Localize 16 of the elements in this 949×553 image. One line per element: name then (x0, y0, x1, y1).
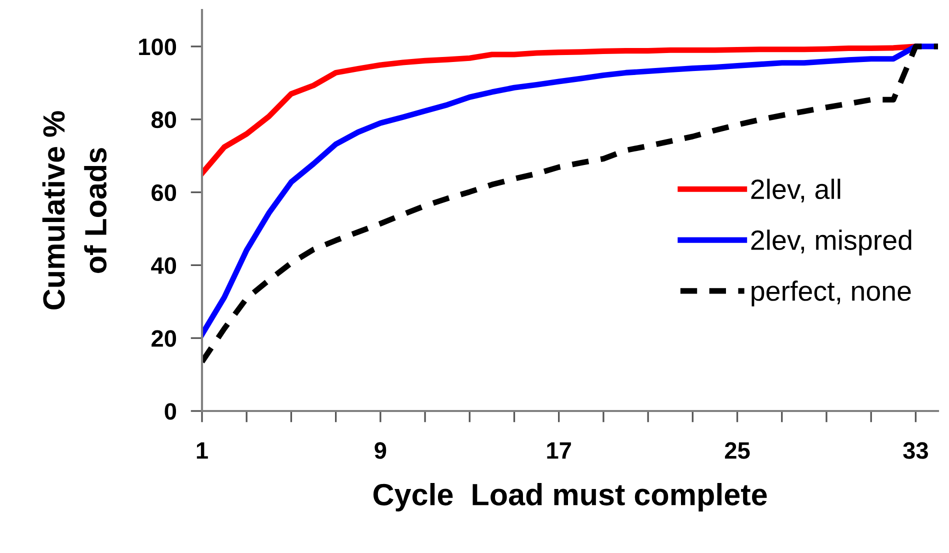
legend-label: 2lev, all (751, 178, 840, 202)
y-tick-label: 60 (152, 184, 176, 202)
y-axis-title: Cumulative % of Loads (42, 111, 107, 310)
x-axis-title: Cycle Load must complete (373, 483, 767, 512)
legend-label: perfect, none (752, 280, 911, 306)
y-tick-label: 100 (139, 38, 176, 56)
x-tick-label: 17 (547, 442, 571, 459)
y-tick-label: 0 (164, 403, 176, 420)
x-tick-label: 25 (724, 442, 750, 459)
y-tick-label: 20 (152, 330, 176, 347)
legend-label: 2lev, mispred (751, 230, 912, 256)
x-tick-label: 1 (196, 442, 208, 459)
x-tick-label: 9 (374, 442, 386, 459)
x-tick-label: 33 (903, 442, 928, 459)
y-tick-label: 80 (151, 111, 176, 128)
y-tick-label: 40 (151, 257, 176, 274)
